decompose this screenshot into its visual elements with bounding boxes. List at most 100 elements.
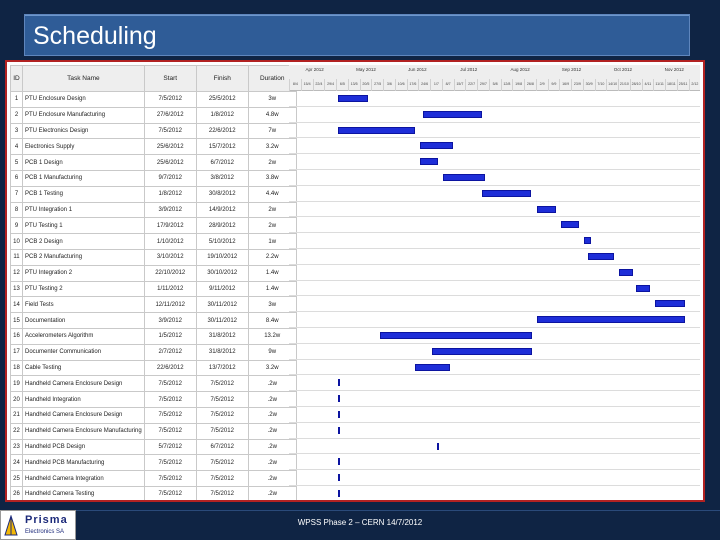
task-finish: 5/10/2012 — [195, 233, 249, 250]
task-id: 11 — [10, 248, 23, 266]
slide-title: Scheduling — [33, 22, 157, 50]
task-start: 9/7/2012 — [143, 169, 197, 187]
task-id: 26 — [10, 485, 23, 500]
task-bar — [337, 490, 340, 497]
timeline-row — [289, 265, 700, 281]
task-id: 15 — [10, 312, 23, 329]
timeline-row — [289, 391, 700, 407]
task-row: 12 PTU Integration 2 22/10/2012 30/10/2012 1… — [10, 264, 297, 282]
task-id: 7 — [10, 185, 23, 203]
task-bar — [537, 316, 685, 324]
task-bar — [423, 110, 482, 118]
task-finish: 28/9/2012 — [195, 217, 249, 235]
task-row: 24 Handheld PCB Manufacturing 7/5/2012 7/5/… — [10, 454, 297, 472]
task-start: 7/5/2012 — [143, 122, 197, 140]
task-row: 1 PTU Enclosure Design 7/5/2012 25/5/2012 3w — [10, 91, 297, 108]
task-name: Documenter Communication — [22, 343, 145, 361]
timeline-month: Sep 2012 — [561, 67, 582, 72]
timeline-week: 4/11 — [641, 79, 654, 91]
task-table-body: 1 PTU Enclosure Design 7/5/2012 25/5/2012 3w… — [10, 91, 297, 500]
timeline-week: 30/9 — [582, 79, 595, 91]
task-name: PCB 1 Testing — [22, 185, 145, 203]
task-name: PCB 2 Manufacturing — [22, 248, 145, 266]
task-finish: 7/5/2012 — [195, 406, 249, 424]
gantt-chart-frame: ID Task Name Start Finish Duration 1 PTU … — [5, 60, 705, 502]
task-bar — [419, 142, 454, 150]
timeline-row — [289, 138, 700, 155]
task-finish: 7/5/2012 — [195, 485, 249, 500]
timeline-row — [289, 233, 700, 249]
timeline-week: 21/10 — [618, 79, 630, 91]
prisma-logo-icon — [4, 515, 18, 536]
task-id: 14 — [10, 296, 23, 314]
task-row: 16 Accelerometers Algorithm 1/5/2012 31/8/2… — [10, 327, 297, 345]
task-id: 19 — [10, 375, 23, 393]
task-row: 11 PCB 2 Manufacturing 3/10/2012 19/10/2012… — [10, 248, 297, 266]
task-start: 17/9/2012 — [143, 217, 197, 235]
task-id: 5 — [10, 154, 23, 171]
task-start: 22/10/2012 — [143, 264, 197, 282]
timeline-row — [289, 360, 700, 376]
timeline-row — [289, 423, 700, 439]
task-id: 16 — [10, 327, 23, 345]
task-name: PTU Testing 1 — [22, 217, 145, 235]
task-name: PCB 1 Manufacturing — [22, 169, 145, 187]
task-row: 9 PTU Testing 1 17/9/2012 28/9/2012 2w — [10, 217, 297, 235]
task-name: Handheld PCB Design — [22, 438, 145, 456]
task-start: 7/5/2012 — [143, 391, 197, 408]
task-name: Handheld Camera Enclosure Design — [22, 375, 145, 393]
task-start: 25/6/2012 — [143, 138, 197, 156]
task-name: Handheld Integration — [22, 391, 145, 408]
timeline-row — [289, 486, 700, 500]
timeline-row — [289, 439, 700, 455]
task-row: 2 PTU Enclosure Manufacturing 27/6/2012 1/8… — [10, 106, 297, 124]
task-name: PTU Integration 1 — [22, 201, 145, 219]
timeline-row — [289, 281, 700, 297]
task-row: 18 Cable Testing 22/6/2012 13/7/2012 3.2w — [10, 359, 297, 377]
timeline-grid — [289, 91, 700, 499]
task-start: 1/11/2012 — [143, 280, 197, 298]
task-name: Field Tests — [22, 296, 145, 314]
timeline-week: 17/6 — [406, 79, 419, 91]
task-start: 3/9/2012 — [143, 201, 197, 219]
task-bar — [560, 221, 580, 229]
timeline-row — [289, 328, 700, 344]
timeline-row — [289, 454, 700, 471]
timeline-month: Jul 2012 — [460, 67, 478, 72]
task-start: 22/6/2012 — [143, 359, 197, 377]
task-bar — [419, 158, 439, 166]
timeline-month: May 2012 — [356, 67, 376, 72]
task-bar — [337, 458, 340, 466]
task-row: 5 PCB 1 Design 25/6/2012 6/7/2012 2w — [10, 154, 297, 171]
task-id: 2 — [10, 106, 23, 124]
timeline-week: 12/8 — [500, 79, 513, 91]
task-table-header: ID Task Name Start Finish Duration — [10, 65, 297, 92]
task-bar — [379, 332, 533, 339]
task-start: 1/10/2012 — [143, 233, 197, 250]
task-start: 2/7/2012 — [143, 343, 197, 361]
task-row: 3 PTU Electronics Design 7/5/2012 22/6/2012… — [10, 122, 297, 140]
task-id: 4 — [10, 138, 23, 156]
task-row: 25 Handheld Camera Integration 7/5/2012 7/5… — [10, 470, 297, 487]
timeline-week: 18/11 — [665, 79, 677, 91]
task-id: 8 — [10, 201, 23, 219]
task-row: 21 Handheld Camera Enclosure Design 7/5/20… — [10, 406, 297, 424]
timeline-week: 26/8 — [524, 79, 536, 91]
task-name: PTU Electronics Design — [22, 122, 145, 140]
task-finish: 30/11/2012 — [195, 296, 249, 314]
task-id: 20 — [10, 391, 23, 408]
task-id: 21 — [10, 406, 23, 424]
timeline-week: 9/9 — [547, 79, 560, 91]
task-start: 7/5/2012 — [143, 470, 197, 487]
timeline-week: 19/8 — [512, 79, 524, 91]
task-id: 13 — [10, 280, 23, 298]
task-row: 4 Electronics Supply 25/6/2012 15/7/2012 3.2… — [10, 138, 297, 156]
task-row: 17 Documenter Communication 2/7/2012 31/8/2… — [10, 343, 297, 361]
task-row: 22 Handheld Camera Enclosure Manufacturin… — [10, 422, 297, 440]
timeline-week: 29/4 — [324, 79, 336, 91]
timeline-row — [289, 186, 700, 202]
slide-title-bar: Scheduling — [24, 14, 690, 56]
timeline-week: 15/7 — [453, 79, 466, 91]
task-id: 22 — [10, 422, 23, 440]
timeline-row — [289, 202, 700, 218]
